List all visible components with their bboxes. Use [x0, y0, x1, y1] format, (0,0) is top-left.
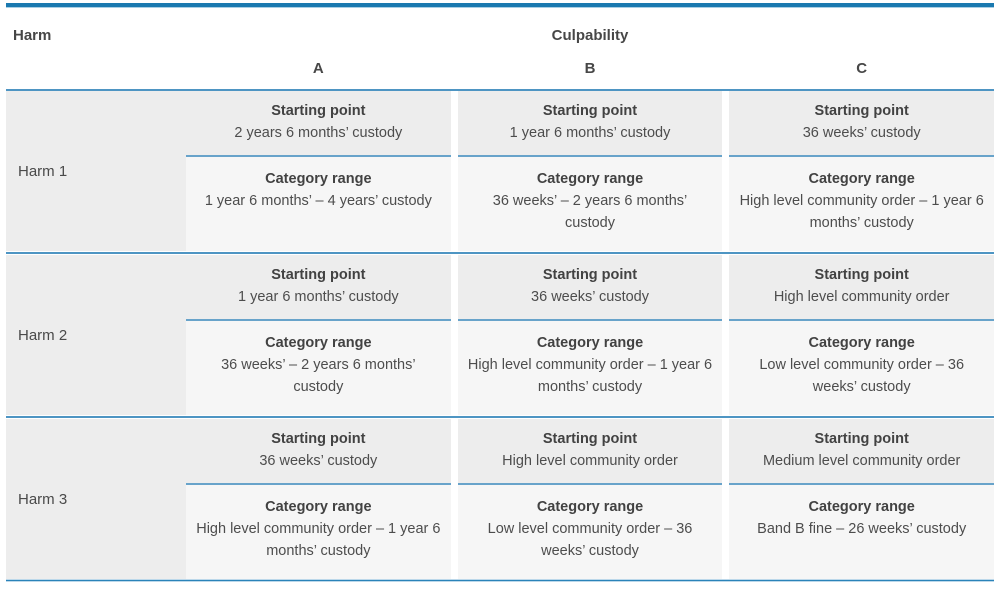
starting-point-value: 36 weeks’ custody: [259, 453, 378, 469]
category-range-value: Low level community order – 36 weeks’ cu…: [487, 521, 693, 559]
category-range-label: Category range: [536, 335, 644, 351]
harm2-culpC-category-range: Category range Low level community order…: [729, 321, 995, 415]
sentencing-table-page: Harm Culpability A B C Harm 1 Starting p…: [6, 3, 995, 582]
header-divider-line: [6, 89, 994, 91]
starting-point-label: Starting point: [814, 267, 909, 283]
harm3-culpC-cell: Starting point Medium level community or…: [729, 419, 995, 579]
starting-point-value: 2 years 6 months’ custody: [234, 125, 403, 141]
harm-column-header: Harm: [13, 27, 52, 44]
culpability-b-header: B: [584, 60, 596, 77]
culpability-a-header: A: [312, 60, 324, 77]
category-range-value: High level community order – 1 year 6 mo…: [739, 193, 984, 231]
harm3-culpC-starting-point: Starting point Medium level community or…: [729, 419, 995, 485]
starting-point-label: Starting point: [271, 267, 366, 283]
category-range-value: Band B fine – 26 weeks’ custody: [757, 521, 967, 537]
category-range-label: Category range: [808, 171, 915, 187]
category-range-label: Category range: [808, 499, 915, 515]
harm3-culpA-category-range: Category range High level community orde…: [186, 485, 451, 579]
harm2-culpA-starting-point: Starting point 1 year 6 months’ custody: [186, 255, 451, 321]
harm2-culpB-cell: Starting point 36 weeks’ custody Categor…: [457, 255, 723, 415]
starting-point-value: 36 weeks’ custody: [531, 289, 649, 305]
bottom-border-bar: [6, 579, 994, 582]
starting-point-label: Starting point: [271, 431, 366, 447]
harm1-culpA-cell: Starting point 2 years 6 months’ custody…: [186, 91, 451, 251]
top-border-bar: [6, 3, 994, 8]
harm1-culpC-starting-point: Starting point 36 weeks’ custody: [729, 91, 995, 157]
table-header-row: Harm Culpability: [6, 8, 994, 44]
harm3-culpC-category-range: Category range Band B fine – 26 weeks’ c…: [729, 485, 995, 579]
harm3-culpA-starting-point: Starting point 36 weeks’ custody: [186, 419, 451, 485]
category-range-label: Category range: [265, 499, 372, 515]
harm2-culpA-cell: Starting point 1 year 6 months’ custody …: [186, 255, 451, 415]
harm1-culpC-category-range: Category range High level community orde…: [729, 157, 995, 251]
harm3-culpA-cell: Starting point 36 weeks’ custody Categor…: [186, 419, 451, 579]
row-divider-line: [6, 252, 994, 254]
culpability-c-header: C: [856, 60, 868, 77]
harm1-culpB-category-range: Category range 36 weeks’ – 2 years 6 mon…: [457, 157, 723, 251]
starting-point-value: 1 year 6 months’ custody: [238, 289, 399, 305]
category-range-value: Low level community order – 36 weeks’ cu…: [759, 357, 965, 395]
category-range-label: Category range: [536, 499, 644, 515]
category-range-value: 36 weeks’ – 2 years 6 months’ custody: [221, 357, 416, 395]
table-row-harm-2: Harm 2 Starting point 1 year 6 months’ c…: [6, 255, 995, 415]
harm3-culpB-category-range: Category range Low level community order…: [457, 485, 723, 579]
culpability-subheader-row: A B C: [6, 44, 994, 89]
harm3-culpB-cell: Starting point High level community orde…: [457, 419, 723, 579]
harm2-culpA-category-range: Category range 36 weeks’ – 2 years 6 mon…: [186, 321, 451, 415]
starting-point-value: 36 weeks’ custody: [802, 125, 921, 141]
starting-point-value: 1 year 6 months’ custody: [509, 125, 671, 141]
harm2-culpC-starting-point: Starting point High level community orde…: [729, 255, 995, 321]
category-range-value: High level community order – 1 year 6 mo…: [467, 357, 713, 395]
harm1-culpB-starting-point: Starting point 1 year 6 months’ custody: [457, 91, 723, 157]
starting-point-value: High level community order: [502, 453, 678, 469]
row-divider-line: [6, 416, 994, 418]
starting-point-label: Starting point: [542, 103, 638, 119]
category-range-label: Category range: [265, 171, 372, 187]
table-row-harm-3: Harm 3 Starting point 36 weeks’ custody …: [6, 419, 995, 579]
starting-point-label: Starting point: [542, 431, 638, 447]
harm-3-label: Harm 3: [6, 419, 186, 579]
category-range-label: Category range: [265, 335, 372, 351]
harm1-culpA-category-range: Category range 1 year 6 months’ – 4 year…: [186, 157, 451, 251]
harm2-culpC-cell: Starting point High level community orde…: [729, 255, 995, 415]
harm1-culpB-cell: Starting point 1 year 6 months’ custody …: [457, 91, 723, 251]
category-range-label: Category range: [536, 171, 644, 187]
harm3-culpB-starting-point: Starting point High level community orde…: [457, 419, 723, 485]
header-spacer: [6, 60, 186, 77]
harm-2-label: Harm 2: [6, 255, 186, 415]
category-range-value: 36 weeks’ – 2 years 6 months’ custody: [492, 193, 688, 231]
harm1-culpA-starting-point: Starting point 2 years 6 months’ custody: [186, 91, 451, 157]
harm2-culpB-category-range: Category range High level community orde…: [457, 321, 723, 415]
table-row-harm-1: Harm 1 Starting point 2 years 6 months’ …: [6, 91, 995, 251]
starting-point-label: Starting point: [271, 103, 366, 119]
category-range-value: 1 year 6 months’ – 4 years’ custody: [204, 193, 432, 209]
starting-point-value: Medium level community order: [762, 453, 961, 469]
category-range-label: Category range: [808, 335, 915, 351]
starting-point-label: Starting point: [542, 267, 638, 283]
starting-point-label: Starting point: [814, 431, 909, 447]
category-range-value: High level community order – 1 year 6 mo…: [196, 521, 441, 559]
starting-point-label: Starting point: [814, 103, 909, 119]
harm1-culpC-cell: Starting point 36 weeks’ custody Categor…: [729, 91, 995, 251]
harm-1-label: Harm 1: [6, 91, 186, 251]
harm2-culpB-starting-point: Starting point 36 weeks’ custody: [457, 255, 723, 321]
starting-point-value: High level community order: [773, 289, 950, 305]
culpability-header: Culpability: [551, 27, 629, 44]
